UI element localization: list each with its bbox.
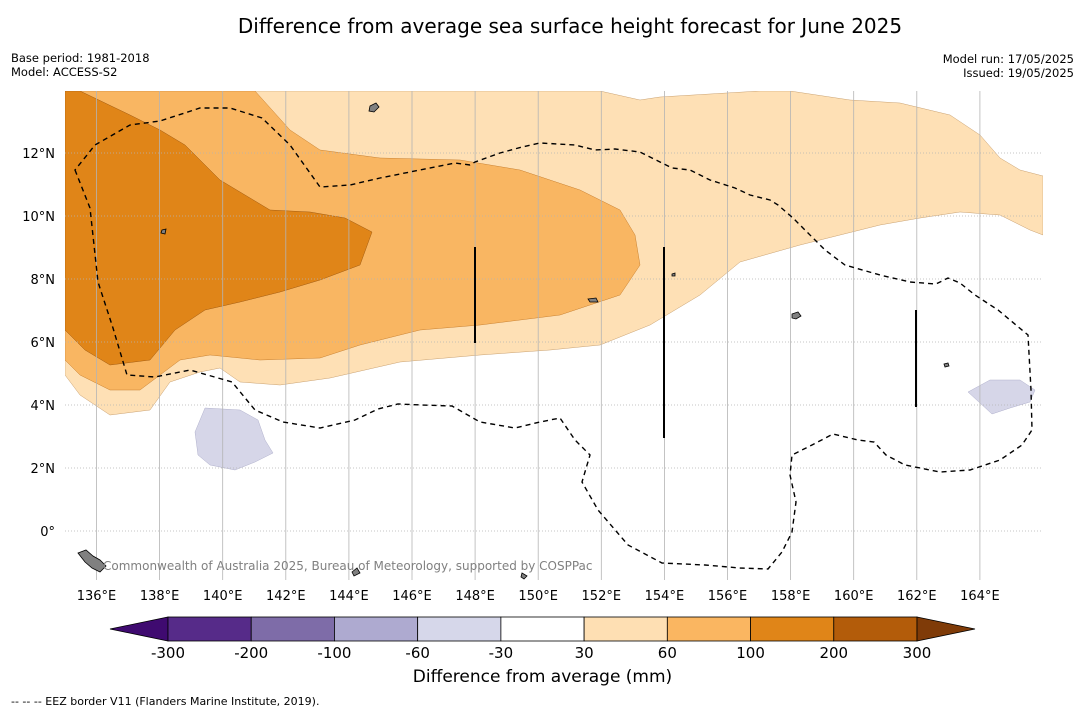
eez-border (74, 107, 1033, 570)
meta-left: Base period: 1981-2018 Model: ACCESS-S2 (11, 51, 150, 79)
island-mid-c (943, 362, 950, 368)
lat-tick-label: 10°N (22, 210, 55, 225)
lon-tick-label: 158°E (771, 589, 811, 604)
model-run: Model run: 17/05/2025 (942, 52, 1074, 66)
lat-tick-label: 0° (40, 525, 55, 540)
colorbar-arrow-right (916, 616, 976, 642)
island-sw-b (351, 567, 361, 577)
lon-tick-label: 160°E (834, 589, 874, 604)
island-mid-a (587, 297, 599, 303)
lon-tick-label: 142°E (266, 589, 306, 604)
island-mid-d (671, 272, 676, 277)
issued-date: Issued: 19/05/2025 (963, 66, 1074, 80)
colorbar-cell (250, 616, 335, 642)
colorbar-tick-label: -30 (489, 644, 514, 662)
colorbar-tick-label: -300 (151, 644, 185, 662)
island-mid-b (791, 311, 802, 320)
lon-tick-label: 138°E (140, 589, 180, 604)
colorbar-arrow-left (109, 616, 169, 642)
colorbar-cell (833, 616, 918, 642)
map-credit: Commonwealth of Australia 2025, Bureau o… (103, 559, 593, 573)
colorbar-tick-label: -100 (317, 644, 351, 662)
colorbar-tick-label: 60 (658, 644, 677, 662)
lat-tick-label: 4°N (31, 399, 56, 414)
colorbar-tick-label: 30 (575, 644, 594, 662)
lat-tick-label: 12°N (22, 147, 55, 162)
lon-tick-label: 154°E (645, 589, 685, 604)
colorbar-cell (500, 616, 585, 642)
colorbar-tick-label: -200 (234, 644, 268, 662)
lon-tick-label: 148°E (455, 589, 495, 604)
island-south (520, 572, 528, 580)
colorbar-title: Difference from average (mm) (412, 667, 673, 687)
colorbar-tick-label: 100 (736, 644, 765, 662)
footer-note: -- -- -- EEZ border V11 (Flanders Marine… (11, 695, 320, 708)
lon-tick-label: 150°E (518, 589, 558, 604)
lon-tick-label: 136°E (77, 589, 117, 604)
lat-tick-label: 8°N (31, 273, 56, 288)
lon-tick-label: 146°E (392, 589, 432, 604)
colorbar-cell (417, 616, 502, 642)
page-title: Difference from average sea surface heig… (237, 14, 903, 38)
lon-tick-label: 140°E (203, 589, 243, 604)
meta-right: Model run: 17/05/2025 Issued: 19/05/2025 (943, 52, 1074, 80)
latitude-labels: 12°N 10°N 8°N 6°N 4°N 2°N 0° (22, 147, 55, 540)
colorbar-cell (167, 616, 252, 642)
islands (77, 102, 950, 580)
colorbar-tick-label: 200 (819, 644, 848, 662)
region-neg-east (967, 379, 1036, 415)
region-neg-west (194, 407, 274, 471)
island-west-a (160, 228, 167, 235)
lon-tick-label: 144°E (329, 589, 369, 604)
lon-tick-label: 152°E (582, 589, 622, 604)
colorbar-tick-label: -60 (405, 644, 430, 662)
colorbar-labels: -300 -200 -100 -60 -30 30 60 100 200 300 (151, 644, 931, 662)
colorbar: -300 -200 -100 -60 -30 30 60 100 200 300 (109, 616, 976, 662)
colorbar-cell (750, 616, 835, 642)
meridian-markers (474, 247, 917, 438)
lat-tick-label: 2°N (31, 462, 56, 477)
lon-tick-label: 162°E (897, 589, 937, 604)
map-area: Commonwealth of Australia 2025, Bureau o… (65, 91, 1043, 580)
longitude-labels: 136°E 138°E 140°E 142°E 144°E 146°E 148°E 150°E… (77, 589, 1000, 604)
island-southwest (77, 549, 107, 573)
island-north (368, 102, 380, 113)
colorbar-tick-label: 300 (903, 644, 932, 662)
base-period: Base period: 1981-2018 (11, 51, 150, 65)
lon-tick-label: 156°E (708, 589, 748, 604)
model-name: Model: ACCESS-S2 (11, 65, 118, 79)
colorbar-cell (583, 616, 668, 642)
colorbar-cells (167, 616, 918, 642)
lon-tick-label: 164°E (960, 589, 1000, 604)
colorbar-cell (334, 616, 419, 642)
colorbar-cell (666, 616, 751, 642)
lat-tick-label: 6°N (31, 336, 56, 351)
